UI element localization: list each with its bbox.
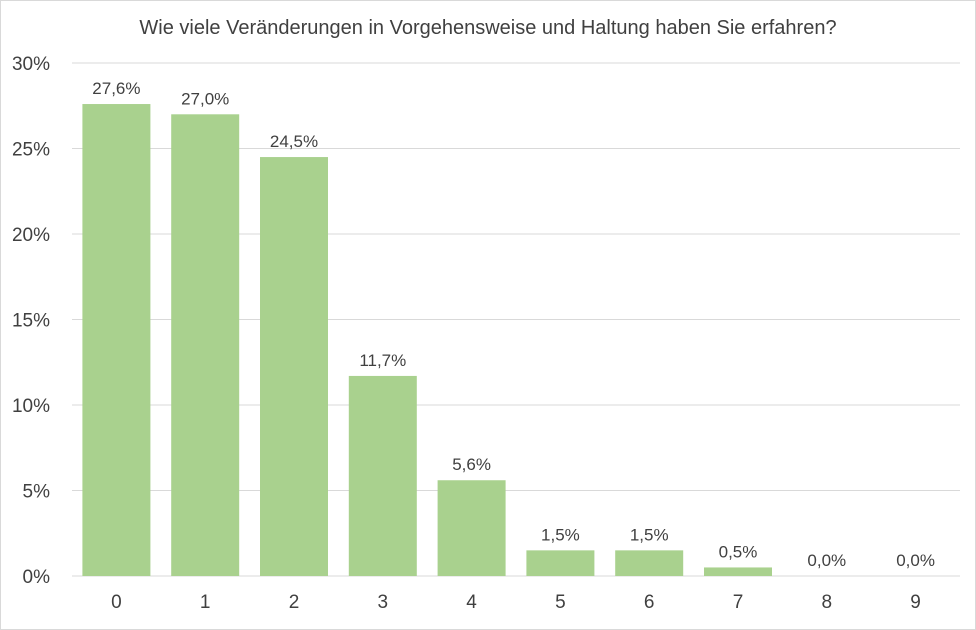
x-tick-label: 3 [378,592,389,613]
bar [260,157,328,577]
y-tick-label: 20% [12,225,50,246]
data-label: 24,5% [270,132,318,151]
x-tick-label: 9 [910,592,921,613]
y-tick-label: 25% [12,140,50,161]
bar [526,550,595,576]
y-tick-label: 30% [12,54,50,75]
bar [437,480,506,576]
data-label: 0,0% [807,551,846,570]
y-tick-label: 15% [12,311,50,332]
data-label: 11,7% [359,351,406,370]
data-label: 27,6% [92,79,140,98]
x-tick-label: 7 [733,592,744,613]
data-label: 1,5% [541,525,580,544]
data-label: 1,5% [630,525,669,544]
data-label: 5,6% [452,455,491,474]
x-tick-label: 1 [200,592,211,613]
x-tick-label: 2 [289,592,300,613]
x-tick-label: 0 [111,592,122,613]
data-label: 0,0% [896,551,935,570]
x-tick-label: 4 [466,592,477,613]
x-tick-label: 5 [555,592,566,613]
x-tick-label: 8 [822,592,833,613]
chart-title: Wie viele Veränderungen in Vorgehensweis… [139,17,836,39]
bar [348,375,417,576]
bar [82,104,151,576]
bar [704,567,772,576]
y-tick-label: 0% [23,567,51,588]
y-tick-label: 5% [23,482,51,503]
bar [615,550,684,576]
y-tick-label: 10% [12,396,50,417]
data-label: 0,5% [719,542,758,561]
bar [171,114,240,577]
x-tick-label: 6 [644,592,655,613]
data-label: 27,0% [181,89,229,108]
